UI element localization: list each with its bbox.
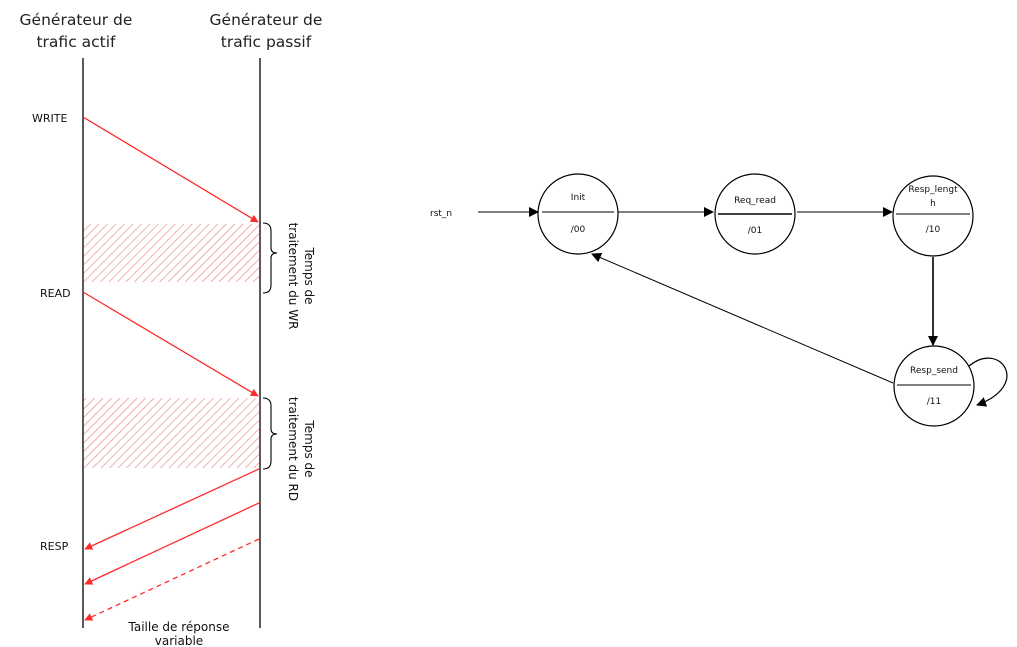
active-generator-header-line1: Générateur de — [20, 11, 133, 29]
rd-processing-label-line2: traitement du RD — [286, 397, 300, 501]
transition-resp-send-self-loop — [968, 357, 1008, 407]
wr-processing-brace — [262, 222, 278, 294]
resp-event-label: RESP — [40, 540, 69, 553]
read-message-arrow — [82, 291, 259, 397]
state-resp-length-output: /10 — [926, 225, 941, 235]
wr-processing-label-line1: Temps de — [302, 246, 316, 304]
rd-processing-label: Temps de traitement du RD — [286, 397, 316, 501]
state-init-name: Init — [571, 193, 586, 203]
state-resp-length-name-line2: h — [930, 199, 936, 209]
write-event-label: WRITE — [32, 112, 67, 125]
wr-processing-label: Temps de traitement du WR — [286, 223, 316, 330]
state-machine: rst_n Init /00 Req_read /01 Resp_lengt h — [430, 173, 1008, 427]
state-init-output: /00 — [571, 225, 586, 235]
wr-processing-region — [84, 224, 259, 282]
state-init: Init /00 — [537, 173, 619, 255]
response-arrow-variable-dashed — [84, 538, 260, 621]
state-resp-send-circle — [893, 345, 975, 427]
variable-response-note-line2: variable — [155, 634, 203, 647]
rd-processing-label-line1: Temps de — [302, 419, 316, 477]
rd-processing-brace — [262, 397, 278, 470]
state-resp-send: Resp_send /11 — [893, 345, 975, 427]
state-resp-send-output: /11 — [927, 397, 941, 407]
response-arrow-1 — [84, 468, 260, 550]
wr-processing-label-line2: traitement du WR — [286, 223, 300, 330]
passive-generator-header-line2: trafic passif — [221, 33, 312, 51]
timing-diagram: Générateur de trafic actif Générateur de… — [20, 11, 323, 647]
reset-signal-label: rst_n — [430, 209, 452, 219]
read-event-label: READ — [40, 287, 71, 300]
state-resp-length: Resp_lengt h /10 — [892, 175, 974, 257]
transition-resp-send-to-init — [591, 252, 894, 384]
active-generator-header-line2: trafic actif — [36, 33, 116, 51]
write-message-arrow — [82, 116, 259, 223]
rd-processing-region — [84, 398, 259, 468]
response-arrow-2 — [84, 502, 260, 585]
state-req-read-output: /01 — [748, 226, 762, 236]
state-resp-send-name: Resp_send — [910, 366, 958, 376]
state-init-circle — [537, 173, 619, 255]
state-resp-length-circle — [892, 175, 974, 257]
variable-response-note-line1: Taille de réponse — [128, 620, 230, 634]
passive-generator-header-line1: Générateur de — [210, 11, 323, 29]
state-resp-length-name-line1: Resp_lengt — [908, 185, 958, 195]
state-req-read-name: Req_read — [734, 196, 776, 206]
state-req-read: Req_read /01 — [714, 173, 796, 255]
